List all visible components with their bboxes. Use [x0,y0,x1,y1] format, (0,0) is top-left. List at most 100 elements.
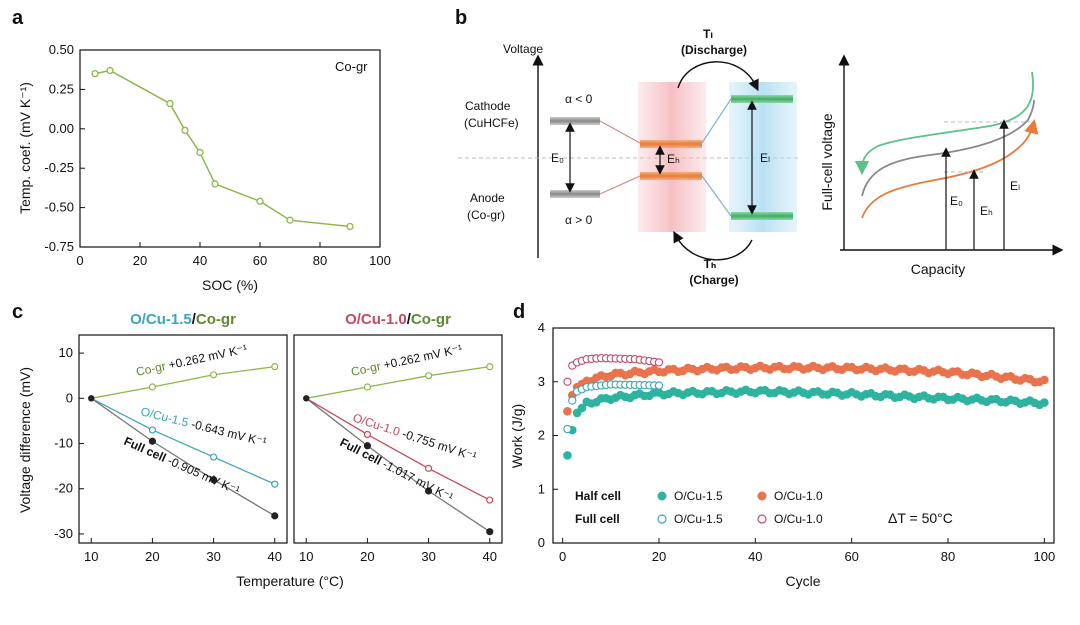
c1-ytick-label: -30 [54,526,73,541]
panel-d-xtick-label: 20 [652,549,666,564]
c2-point-0 [424,372,433,380]
hot-lower-level [640,172,702,180]
panel-a-ytick-label: -0.50 [44,200,74,215]
panel-c1-title-part-2: / [192,311,197,328]
panel-d-xlabel: Cycle [785,573,820,589]
legend-full-ocu10: O/Cu-1.0 [774,512,823,526]
panel-label-c: c [12,301,23,323]
c1-point-1 [209,453,218,461]
c2-origin-point [303,395,310,402]
panel-a-ytick-label: 0.25 [49,81,74,96]
legend-marker-half-ocu10 [757,491,767,501]
th-label: Tₕ [704,257,717,271]
panel-a-ytick-label: 0.00 [49,121,74,136]
panel-c2-title-part-2: / [407,311,412,328]
panel-d-xtick-label: 80 [941,549,955,564]
c1-ytick-label: -10 [54,436,73,451]
c1-line-2 [90,397,276,517]
c2-point-1 [424,464,433,472]
th-sub-label: (Charge) [689,273,738,287]
tl-label: Tₗ [703,27,713,41]
c2-line-1 [305,397,491,501]
c1-point-0 [148,383,157,391]
c1-line-1 [90,397,276,485]
capacity-label: Capacity [911,261,965,277]
eh-label: Eₕ [667,152,680,166]
panel-a-point [286,216,294,224]
panel-d-point-full-ocu15 [568,396,577,405]
cathode-label: Cathode [465,99,511,113]
c1-ytick-label: 0 [66,390,73,405]
c1-xtick-label: 30 [206,549,220,564]
panel-c1-ocu-label-name: O/Cu-1.5 [139,404,193,430]
panel-c1-cogr-label-value: +0.262 mV K⁻¹ [167,342,248,372]
panel-a-ytick-label: 0.50 [49,42,74,57]
c1-ytick-label: 10 [59,345,73,360]
c2-point-1 [486,496,494,504]
panel-label-b: b [455,7,467,29]
panel-c1-full-label-value: -0.905 mV K⁻¹ [166,453,242,497]
charge-arrow [673,231,753,261]
panel-d-point-full-ocu15 [563,424,572,434]
panel-c2-ocu-label-value: -0.755 mV K⁻¹ [401,427,479,464]
discharge-arrow [677,61,759,92]
panel-d-ytick-label: 4 [538,320,545,335]
panel-c1-cogr-label: Co-gr +0.262 mV K⁻¹ [135,342,249,379]
panel-d-legend: Half cell Full cell O/Cu-1.5 O/Cu-1.0 O/… [575,489,953,526]
delta-t-annotation: ΔT = 50°C [888,510,953,526]
panel-b-diagram: Voltage Cathode (CuHCFe) Anode (Co-gr) α… [458,27,1064,287]
cathode-sub-label: (CuHCFe) [464,116,519,130]
c1-xtick-label: 20 [145,549,159,564]
panel-a-title: Co-gr [335,59,368,74]
legend-marker-full-ocu15 [657,514,667,524]
c1-point-2 [209,476,218,484]
panel-d-ytick-label: 2 [538,428,545,443]
voltage-label: Voltage [503,42,543,56]
hot-to-cold-upper-connector [701,98,732,144]
panel-d-xtick-label: 40 [748,549,762,564]
panel-c2-title-part-1: O/Cu-1.0 [345,311,407,328]
tl-sub-label: (Discharge) [681,43,747,57]
panel-d-point-half-ocu15 [1040,398,1049,407]
panel-c1-ocu-label: O/Cu-1.5 -0.643 mV K⁻¹ [139,404,268,449]
cold-upper-level [731,95,793,103]
cold-band [729,82,797,232]
c1-point-0 [271,363,279,371]
anode-label: Anode [470,191,505,205]
legend-full-cell: Full cell [575,512,620,526]
panel-a-xtick-label: 60 [253,253,267,268]
panel-a-point [91,69,99,78]
panel-d-point-half-ocu15 [577,403,587,413]
panel-d-xtick-label: 100 [1034,549,1056,564]
e0-label: E₀ [551,151,564,165]
legend-half-ocu15: O/Cu-1.5 [674,489,723,503]
el-label: Eₗ [760,151,770,165]
c1-point-2 [271,512,279,520]
panel-c2-cogr-label-value: +0.262 mV K⁻¹ [382,342,463,372]
c1-point-2 [148,437,157,445]
panel-a-point [196,148,204,157]
panel-c-xlabel: Temperature (°C) [236,573,344,589]
panel-d-ytick-label: 3 [538,374,545,389]
c1-ytick-label: -20 [54,481,73,496]
panel-a-point [256,197,264,205]
c2-xtick-label: 30 [421,549,435,564]
alpha-pos-label: α > 0 [565,213,593,227]
hot-to-cold-lower-connector [701,175,732,217]
anode-sub-label: (Co-gr) [467,208,505,222]
panel-a-ylabel: Temp. coef. (mV K⁻¹) [17,82,33,214]
panel-d-xtick-label: 60 [844,549,858,564]
panel-a-chart: 0 20 40 60 80 100 0.50 0.25 0.00 -0.25 -0.50 -0.75… [17,42,391,293]
isothermal-curve-gray [861,99,1035,197]
panel-d-point-full-ocu10 [654,358,664,367]
charge-curve-orange [861,119,1039,219]
c2-point-0 [486,363,494,371]
full-cell-voltage-label: Full-cell voltage [819,113,835,210]
discharge-curve-green [854,71,1034,176]
panel-label-a: a [12,7,24,29]
panel-label-d: d [513,301,525,323]
cathode-to-hot-connector [599,120,641,144]
c1-point-1 [148,426,157,434]
panel-d-ytick-label: 1 [538,481,545,496]
